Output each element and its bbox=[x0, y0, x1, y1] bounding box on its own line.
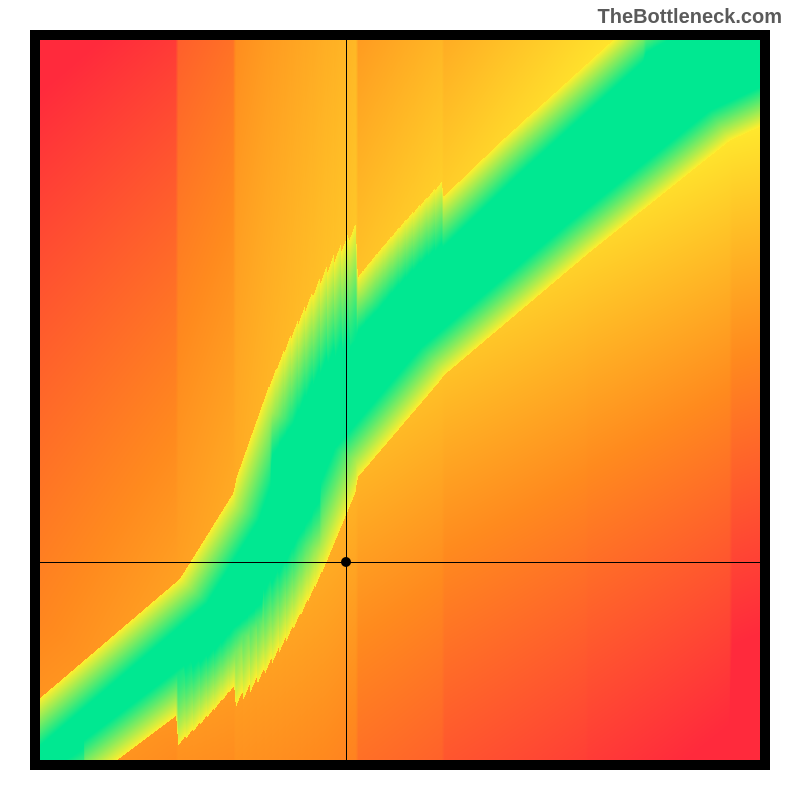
plot-area bbox=[40, 40, 760, 760]
crosshair-horizontal bbox=[40, 562, 760, 563]
heatmap-canvas bbox=[40, 40, 760, 760]
chart-frame bbox=[30, 30, 770, 770]
marker-dot bbox=[341, 557, 351, 567]
crosshair-vertical bbox=[346, 40, 347, 760]
attribution-text: TheBottleneck.com bbox=[598, 6, 782, 29]
